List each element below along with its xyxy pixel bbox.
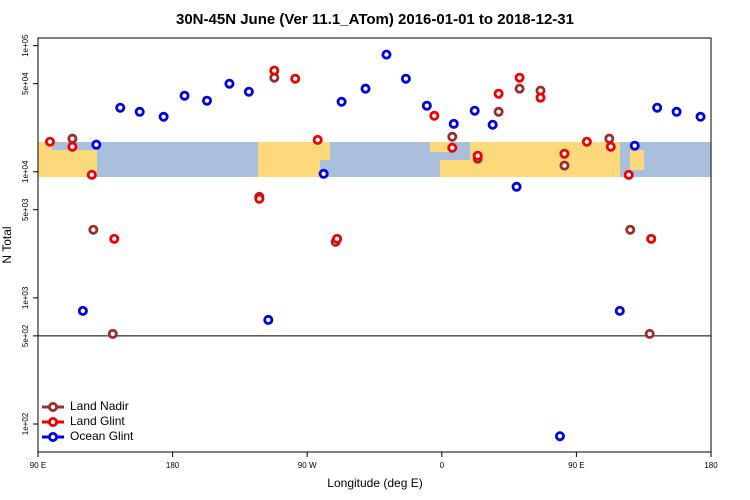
- data-point: [67, 133, 78, 144]
- y-tick-label: 1e+04: [21, 160, 30, 183]
- data-point: [535, 92, 546, 103]
- data-point: [400, 73, 411, 84]
- data-point: [360, 83, 371, 94]
- data-point: [448, 118, 459, 129]
- land-area: [320, 142, 330, 160]
- x-tick-label: 90 E: [568, 461, 584, 470]
- data-point: [447, 131, 458, 142]
- data-point: [644, 328, 655, 339]
- data-point: [107, 328, 118, 339]
- data-point: [559, 160, 570, 171]
- data-point: [554, 431, 565, 442]
- data-point: [77, 305, 88, 316]
- data-point: [652, 102, 663, 113]
- data-point: [646, 233, 657, 244]
- data-point: [243, 86, 254, 97]
- data-point: [318, 168, 329, 179]
- x-tick-label: 180: [166, 461, 180, 470]
- data-point: [429, 110, 440, 121]
- y-tick-label: 1e+03: [21, 286, 30, 309]
- data-point: [86, 169, 97, 180]
- data-point: [381, 49, 392, 60]
- land-area: [530, 160, 620, 177]
- x-tick-label: 0: [440, 461, 445, 470]
- data-point: [614, 305, 625, 316]
- data-point: [604, 133, 615, 144]
- legend-marker: [48, 416, 59, 427]
- data-point: [263, 314, 274, 325]
- data-point: [581, 136, 592, 147]
- y-tick-label: 5e+02: [21, 324, 30, 347]
- data-point: [493, 106, 504, 117]
- data-point: [88, 224, 99, 235]
- data-point: [469, 105, 480, 116]
- data-point: [115, 102, 126, 113]
- y-tick-label: 5e+03: [21, 198, 30, 221]
- y-tick-label: 1e+02: [21, 412, 30, 435]
- data-point: [605, 141, 616, 152]
- data-point: [671, 106, 682, 117]
- map-strip: [38, 142, 711, 177]
- land-area: [630, 150, 644, 170]
- data-point: [623, 169, 634, 180]
- data-point: [290, 73, 301, 84]
- x-tick-label: 90 W: [298, 461, 317, 470]
- plot-frame: [37, 37, 712, 453]
- x-axis-label: Longitude (deg E): [327, 476, 422, 490]
- data-point: [224, 78, 235, 89]
- y-tick-label: 1e+05: [21, 34, 30, 57]
- data-point: [559, 148, 570, 159]
- data-point: [269, 65, 280, 76]
- legend-label: Land Nadir: [70, 399, 129, 413]
- data-point: [254, 193, 265, 204]
- data-point: [201, 95, 212, 106]
- legend-marker: [48, 401, 59, 412]
- data-point: [67, 141, 78, 152]
- legend-label: Ocean Glint: [70, 429, 134, 443]
- data-point: [514, 83, 525, 94]
- data-point: [511, 181, 522, 192]
- data-point: [179, 90, 190, 101]
- data-point: [332, 233, 343, 244]
- y-tick-label: 5e+04: [21, 72, 30, 95]
- data-point: [472, 150, 483, 161]
- land-area: [430, 142, 450, 152]
- data-point: [312, 134, 323, 145]
- data-point: [493, 88, 504, 99]
- data-point: [421, 100, 432, 111]
- y-axis-label: N Total: [0, 226, 14, 263]
- data-point: [336, 96, 347, 107]
- land-area: [38, 142, 52, 177]
- x-tick-label: 90 E: [30, 461, 46, 470]
- data-point: [695, 111, 706, 122]
- data-point: [447, 142, 458, 153]
- data-point: [109, 233, 120, 244]
- land-area: [440, 160, 530, 177]
- land-area: [258, 142, 320, 177]
- legend-marker: [48, 431, 59, 442]
- data-point: [44, 136, 55, 147]
- data-point: [487, 119, 498, 130]
- data-point: [629, 140, 640, 151]
- data-point: [158, 111, 169, 122]
- x-tick-label: 180: [704, 461, 718, 470]
- chart-title: 30N-45N June (Ver 11.1_ATom) 2016-01-01 …: [176, 11, 574, 28]
- land-area: [470, 142, 620, 160]
- data-point: [625, 224, 636, 235]
- data-point: [91, 139, 102, 150]
- data-point: [514, 72, 525, 83]
- data-point: [134, 106, 145, 117]
- legend-label: Land Glint: [70, 414, 125, 428]
